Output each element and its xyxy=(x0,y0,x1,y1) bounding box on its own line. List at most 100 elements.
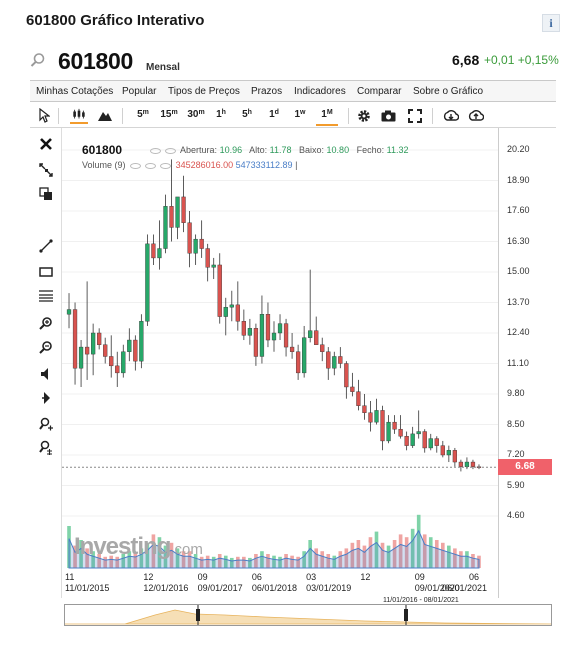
candle xyxy=(398,415,403,439)
interval-1w[interactable]: 1w xyxy=(294,109,306,120)
interval-1M[interactable]: 1M xyxy=(316,108,338,126)
magnet-icon[interactable] xyxy=(38,416,54,432)
candle xyxy=(133,335,138,371)
volume-average-area xyxy=(68,529,480,569)
interval-5m[interactable]: 5m xyxy=(137,109,149,120)
time-axis[interactable]: 11 11/01/2015 12 12/01/2016 09 09/01/2017 06 06… xyxy=(62,570,498,598)
last-price: 6,68 xyxy=(452,52,480,68)
candle-body xyxy=(157,248,162,259)
watermark-brand: Investing xyxy=(74,533,171,560)
menu-price-types[interactable]: Tipos de Preços xyxy=(168,86,240,97)
download-icon[interactable] xyxy=(443,108,459,124)
volume-bar xyxy=(85,548,89,568)
candle-body xyxy=(151,243,156,259)
candle xyxy=(145,234,150,326)
menu-timeframes[interactable]: Prazos xyxy=(251,86,283,97)
candle-body xyxy=(133,339,138,362)
fullscreen-icon[interactable] xyxy=(408,109,422,123)
candle xyxy=(157,220,162,270)
eye-icon[interactable] xyxy=(130,162,142,169)
candle-body xyxy=(302,337,307,374)
candle-body xyxy=(410,433,415,446)
volume-bar xyxy=(236,556,240,568)
camera-icon[interactable] xyxy=(381,110,396,122)
info-icon[interactable]: i xyxy=(542,14,560,32)
candle-body xyxy=(356,391,361,406)
search-icon[interactable] xyxy=(30,52,46,68)
price-axis[interactable]: 20.20 18.90 17.60 16.30 15.00 13.70 12.40 11.10… xyxy=(498,128,556,598)
candle xyxy=(229,290,234,322)
crosshair-icon[interactable] xyxy=(38,162,54,178)
menu-compare[interactable]: Comparar xyxy=(357,86,402,97)
candle xyxy=(289,333,295,359)
candle xyxy=(175,196,180,240)
legend-close: 11.32 xyxy=(386,145,409,155)
candle-body xyxy=(470,461,476,467)
interval-5h[interactable]: 5h xyxy=(242,109,252,120)
volume-bar xyxy=(447,545,451,568)
y-tick-label: 16.30 xyxy=(507,235,530,246)
legend-open: 10.96 xyxy=(219,145,243,155)
close-icon[interactable] xyxy=(160,162,172,169)
interval-1h[interactable]: 1h xyxy=(216,109,226,120)
candle xyxy=(422,429,427,453)
candle xyxy=(404,431,409,451)
rectangle-icon[interactable] xyxy=(38,264,54,280)
candle xyxy=(217,253,222,324)
mountain-icon[interactable] xyxy=(98,110,112,121)
interval-15m[interactable]: 15m xyxy=(160,109,178,120)
settings-icon[interactable] xyxy=(165,147,176,154)
volume-bar xyxy=(356,540,361,568)
trendline-icon[interactable] xyxy=(38,238,54,254)
y-tick-label: 17.60 xyxy=(507,205,530,215)
candle xyxy=(314,316,319,345)
volume-bar xyxy=(296,556,300,568)
duplicate-icon[interactable] xyxy=(38,186,54,202)
menu-popular[interactable]: Popular xyxy=(122,86,157,97)
volume-bar xyxy=(266,554,270,568)
menu-about-chart[interactable]: Sobre o Gráfico xyxy=(413,86,484,97)
candlestick-icon[interactable] xyxy=(70,108,88,124)
eye-icon[interactable] xyxy=(150,147,161,154)
page-title: 601800 Gráfico Interativo xyxy=(26,12,205,29)
gear-icon[interactable] xyxy=(357,109,371,123)
anchor-icon[interactable] xyxy=(38,440,54,456)
volume-bar xyxy=(181,551,186,568)
interval-30m[interactable]: 30m xyxy=(187,109,205,120)
x-date-label: 03/01/2019 xyxy=(306,583,352,593)
volume-bar xyxy=(410,528,415,568)
close-icon[interactable] xyxy=(38,136,54,152)
legend-high: 11.78 xyxy=(269,145,292,155)
volume-icon[interactable] xyxy=(38,366,54,382)
upload-icon[interactable] xyxy=(468,108,484,124)
candle xyxy=(392,415,397,434)
candlesticks xyxy=(66,159,482,472)
fibonacci-icon[interactable] xyxy=(38,288,54,304)
candle-body xyxy=(211,264,216,268)
volume-bar xyxy=(193,554,198,568)
volume-bar xyxy=(416,514,421,568)
menu-indicators[interactable]: Indicadores xyxy=(294,86,346,97)
volume-bar xyxy=(362,545,367,568)
candle-body xyxy=(314,330,319,345)
interval-1d[interactable]: 1d xyxy=(269,109,279,120)
zoom-out-icon[interactable] xyxy=(38,340,54,356)
candle xyxy=(320,337,325,362)
candle-body xyxy=(440,445,445,456)
cursor-icon[interactable] xyxy=(38,108,50,123)
candle xyxy=(103,337,108,364)
volume-bar xyxy=(350,542,355,568)
time-navigator[interactable] xyxy=(64,604,552,626)
eye-icon[interactable] xyxy=(38,390,54,406)
candle-body xyxy=(205,248,210,268)
candle-body xyxy=(103,344,108,357)
candle xyxy=(428,433,433,451)
zoom-in-icon[interactable] xyxy=(38,316,54,332)
current-price-badge: 6.68 xyxy=(498,459,552,476)
menu-my-quotes[interactable]: Minhas Cotações xyxy=(36,86,114,97)
settings-icon[interactable] xyxy=(145,162,157,169)
candle-body xyxy=(253,328,259,357)
watermark-suffix: .com xyxy=(170,541,203,558)
y-tick-label: 12.40 xyxy=(507,327,530,337)
price-chart[interactable] xyxy=(62,128,498,598)
